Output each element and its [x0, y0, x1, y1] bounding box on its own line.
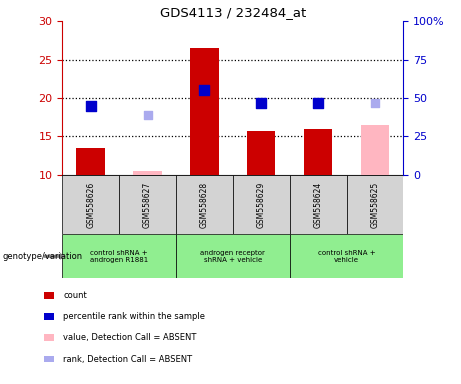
Text: GSM558624: GSM558624 [313, 181, 323, 228]
Text: GSM558627: GSM558627 [143, 181, 152, 228]
Point [371, 100, 378, 106]
Bar [190, 48, 219, 175]
Title: GDS4113 / 232484_at: GDS4113 / 232484_at [160, 5, 306, 18]
Point [258, 100, 265, 106]
Bar [347, 175, 403, 234]
Text: GSM558628: GSM558628 [200, 181, 209, 228]
Point [87, 103, 95, 109]
Bar [304, 129, 332, 175]
Text: GSM558629: GSM558629 [257, 181, 266, 228]
Bar [77, 148, 105, 175]
Bar [62, 234, 176, 278]
Bar [176, 175, 233, 234]
Bar [133, 171, 162, 175]
Bar [361, 125, 389, 175]
Text: rank, Detection Call = ABSENT: rank, Detection Call = ABSENT [63, 354, 192, 364]
Text: genotype/variation: genotype/variation [2, 252, 83, 261]
Bar [290, 234, 403, 278]
Point [314, 100, 322, 106]
Bar [62, 175, 119, 234]
Point [144, 112, 151, 118]
Text: GSM558626: GSM558626 [86, 181, 95, 228]
Text: GSM558625: GSM558625 [371, 181, 379, 228]
Text: control shRNA +
vehicle: control shRNA + vehicle [318, 250, 375, 263]
Bar [119, 175, 176, 234]
Bar [233, 175, 290, 234]
Text: percentile rank within the sample: percentile rank within the sample [63, 312, 205, 321]
Bar [176, 234, 290, 278]
Text: value, Detection Call = ABSENT: value, Detection Call = ABSENT [63, 333, 196, 343]
Bar [290, 175, 347, 234]
Text: count: count [63, 291, 87, 300]
Text: control shRNA +
androgen R1881: control shRNA + androgen R1881 [90, 250, 148, 263]
Text: androgen receptor
shRNA + vehicle: androgen receptor shRNA + vehicle [201, 250, 265, 263]
Point [201, 87, 208, 93]
Bar [247, 131, 276, 175]
